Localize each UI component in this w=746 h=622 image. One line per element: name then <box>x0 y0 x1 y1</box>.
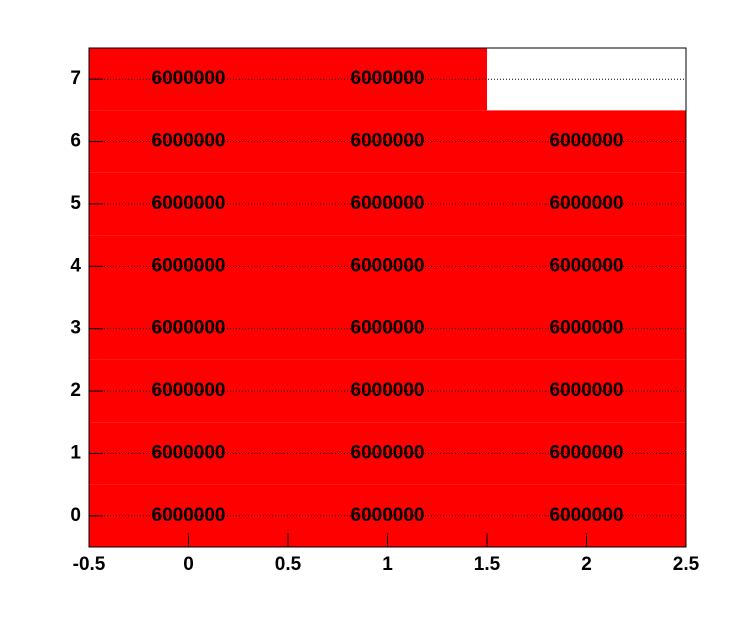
cell <box>288 110 487 173</box>
x-tick-label: 0.5 <box>275 554 302 575</box>
cell-label: 6000000 <box>550 193 624 214</box>
x-tick-label: 1.5 <box>474 554 501 575</box>
cell <box>487 110 686 173</box>
y-tick-label: 6 <box>70 131 81 152</box>
cell-label: 6000000 <box>351 380 425 401</box>
x-tick-label: -0.5 <box>73 554 106 575</box>
cell-label: 6000000 <box>550 131 624 152</box>
x-tick-label: 1 <box>382 554 393 575</box>
cell <box>487 297 686 360</box>
cell <box>487 422 686 485</box>
cell-label: 6000000 <box>152 505 226 526</box>
x-tick-label: 2 <box>581 554 592 575</box>
cell-label: 6000000 <box>550 380 624 401</box>
cell-label: 6000000 <box>550 318 624 339</box>
x-tick-label: 2.5 <box>673 554 700 575</box>
y-tick-label: 3 <box>70 318 81 339</box>
cell <box>288 48 487 111</box>
y-tick-label: 7 <box>70 68 81 89</box>
cell <box>288 359 487 423</box>
cell <box>288 172 487 236</box>
cell <box>487 235 686 298</box>
y-tick-label: 2 <box>70 380 81 401</box>
cell-label: 6000000 <box>152 380 226 401</box>
cell-label: 6000000 <box>351 442 425 463</box>
cell <box>288 235 487 298</box>
cell-label: 6000000 <box>550 255 624 276</box>
cell-label: 6000000 <box>152 442 226 463</box>
cell-label: 6000000 <box>152 318 226 339</box>
cell-label: 6000000 <box>351 318 425 339</box>
cell-label: 6000000 <box>152 131 226 152</box>
y-tick-label: 0 <box>70 505 81 526</box>
cell-label: 6000000 <box>550 442 624 463</box>
cell <box>487 172 686 236</box>
y-tick-label: 4 <box>70 255 81 276</box>
y-tick-label: 1 <box>70 442 81 463</box>
cell-label: 6000000 <box>351 505 425 526</box>
x-tick-label: 0 <box>183 554 194 575</box>
cell-label: 6000000 <box>152 68 226 89</box>
cell-label: 6000000 <box>351 68 425 89</box>
cell-label: 6000000 <box>152 255 226 276</box>
cell <box>288 297 487 360</box>
y-tick-label: 5 <box>70 193 81 214</box>
cell <box>487 359 686 423</box>
cell-label: 6000000 <box>550 505 624 526</box>
cell-label: 6000000 <box>351 193 425 214</box>
cell-label: 6000000 <box>351 255 425 276</box>
cell <box>288 422 487 485</box>
cell-label: 6000000 <box>351 131 425 152</box>
cell-label: 6000000 <box>152 193 226 214</box>
